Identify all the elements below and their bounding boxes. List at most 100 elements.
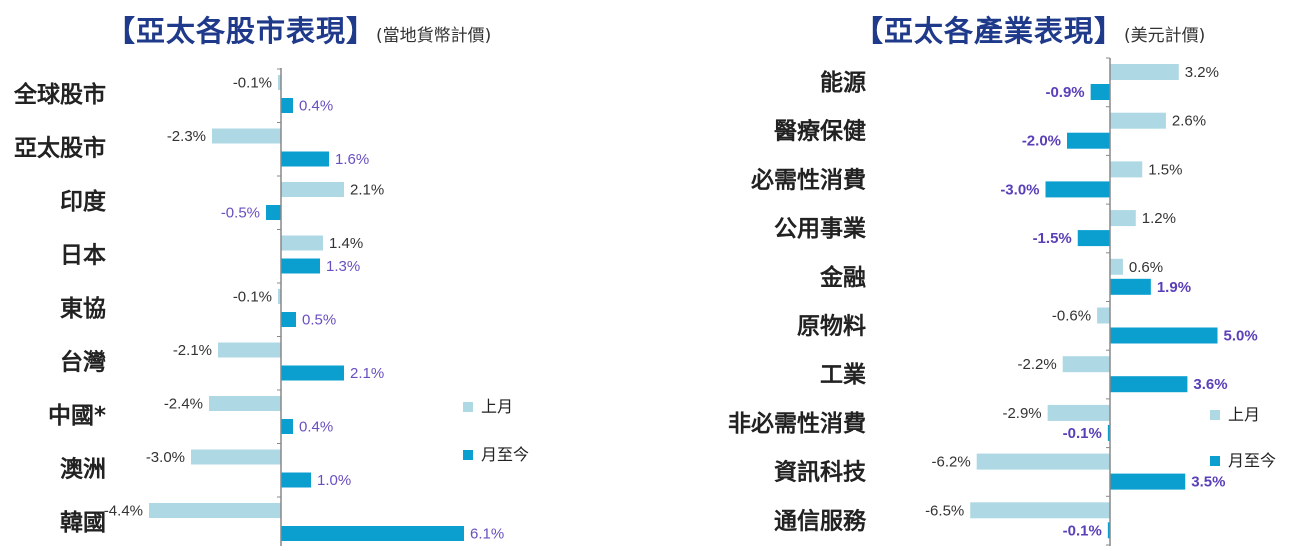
value-label-prev: -4.4%: [104, 503, 143, 520]
value-label-prev: 2.6%: [1172, 113, 1206, 130]
value-label-prev: -2.3%: [167, 128, 206, 145]
category-label: 公用事業: [774, 215, 867, 242]
value-label-mtd: 1.0%: [317, 472, 351, 489]
category-label: 醫療保健: [774, 118, 866, 145]
bar-prev-month: [1062, 356, 1110, 373]
value-label-prev: 2.1%: [350, 182, 384, 199]
value-label-prev: 1.5%: [1148, 161, 1182, 178]
bar-month-to-date: [1045, 181, 1110, 198]
bar-prev-month: [149, 503, 281, 518]
bar-month-to-date: [281, 365, 344, 381]
legend-swatch-mtd: [463, 450, 473, 460]
bar-prev-month: [1110, 161, 1143, 178]
value-label-mtd: 2.1%: [350, 365, 384, 382]
category-label: 全球股市: [13, 81, 106, 108]
value-label-prev: -2.1%: [173, 342, 212, 359]
category-label: 通信服務: [774, 507, 867, 534]
category-label: 金融: [819, 264, 866, 291]
bar-month-to-date: [1110, 278, 1151, 295]
left-title-sub: (當地貨幣計價): [376, 26, 492, 46]
bar-prev-month: [976, 453, 1110, 470]
category-label: 非必需性消費: [728, 410, 866, 437]
category-label: 印度: [60, 188, 107, 215]
left-title-main: 【亞太各股市表現】: [106, 14, 377, 48]
bar-month-to-date: [1110, 473, 1186, 490]
left-panel-title: 【亞太各股市表現】(當地貨幣計價): [106, 8, 491, 50]
value-label-mtd: 3.6%: [1193, 376, 1227, 393]
bar-prev-month: [278, 75, 281, 90]
category-label: 澳洲: [60, 457, 106, 483]
value-label-prev: 1.2%: [1142, 210, 1176, 227]
bar-prev-month: [1097, 307, 1110, 324]
value-label-prev: -0.6%: [1052, 308, 1091, 325]
bar-month-to-date: [281, 151, 329, 167]
bar-month-to-date: [281, 526, 464, 541]
category-label: 能源: [820, 69, 866, 96]
value-label-mtd: 1.3%: [326, 258, 360, 275]
value-label-mtd: 5.0%: [1224, 328, 1258, 345]
value-label-mtd: 0.5%: [302, 312, 336, 329]
legend-swatch-prev: [1210, 410, 1220, 420]
value-label-mtd: 0.4%: [299, 419, 333, 436]
value-label-prev: -2.4%: [164, 396, 203, 413]
bar-prev-month: [1110, 258, 1123, 275]
bar-prev-month: [1110, 112, 1166, 129]
bar-prev-month: [1110, 64, 1179, 80]
legend-swatch-prev: [463, 402, 473, 412]
value-label-mtd: -3.0%: [1000, 181, 1039, 198]
value-label-mtd: -0.1%: [1063, 522, 1102, 539]
bar-prev-month: [970, 502, 1110, 519]
value-label-mtd: 6.1%: [470, 526, 504, 543]
category-label: 必需性消費: [751, 166, 866, 193]
bar-prev-month: [1047, 404, 1110, 421]
bar-month-to-date: [281, 312, 296, 327]
value-label-mtd: 1.6%: [335, 151, 369, 168]
value-label-prev: 3.2%: [1185, 64, 1219, 81]
value-label-prev: -6.2%: [932, 454, 971, 471]
value-label-prev: -2.9%: [1002, 405, 1041, 422]
value-label-mtd: -1.5%: [1033, 230, 1072, 247]
right-title-main: 【亞太各產業表現】: [854, 14, 1125, 48]
right-panel-title: 【亞太各產業表現】(美元計價): [854, 8, 1205, 50]
legend-label-prev: 上月: [481, 397, 513, 416]
value-label-mtd: -0.5%: [221, 205, 260, 222]
value-label-prev: -0.1%: [233, 75, 272, 92]
bar-month-to-date: [281, 419, 293, 434]
value-label-prev: 1.4%: [329, 235, 363, 252]
category-label: 資訊科技: [774, 459, 867, 486]
bar-prev-month: [218, 342, 281, 358]
bar-prev-month: [209, 396, 281, 411]
value-label-mtd: -0.9%: [1045, 84, 1084, 101]
value-label-mtd: 0.4%: [299, 98, 333, 115]
legend-swatch-mtd: [1210, 456, 1220, 466]
category-label: 中國*: [48, 403, 106, 429]
value-label-mtd: -2.0%: [1022, 133, 1061, 150]
bar-month-to-date: [266, 205, 281, 220]
bar-month-to-date: [281, 472, 311, 488]
bar-prev-month: [281, 182, 344, 197]
legend-label-prev: 上月: [1228, 405, 1260, 424]
bar-month-to-date: [1077, 230, 1110, 247]
value-label-mtd: 1.9%: [1157, 279, 1191, 296]
value-label-prev: -0.1%: [233, 289, 272, 306]
bar-month-to-date: [281, 258, 320, 274]
category-label: 原物料: [797, 313, 866, 340]
value-label-prev: 0.6%: [1129, 259, 1163, 276]
legend-label-mtd: 月至今: [481, 445, 529, 464]
category-label: 工業: [820, 361, 867, 388]
bar-month-to-date: [1107, 522, 1110, 539]
bar-month-to-date: [1067, 132, 1110, 149]
bar-month-to-date: [1110, 376, 1188, 393]
bar-prev-month: [191, 449, 281, 465]
bar-prev-month: [278, 289, 281, 304]
value-label-prev: -3.0%: [146, 449, 185, 466]
category-label: 台灣: [60, 349, 106, 376]
legend-label-mtd: 月至今: [1228, 451, 1276, 470]
value-label-mtd: 3.5%: [1191, 474, 1225, 491]
category-label: 亞太股市: [14, 135, 106, 162]
value-label-prev: -2.2%: [1018, 356, 1057, 373]
category-label: 東協: [60, 296, 106, 322]
bar-prev-month: [281, 235, 323, 251]
right-title-sub: (美元計價): [1124, 26, 1206, 46]
